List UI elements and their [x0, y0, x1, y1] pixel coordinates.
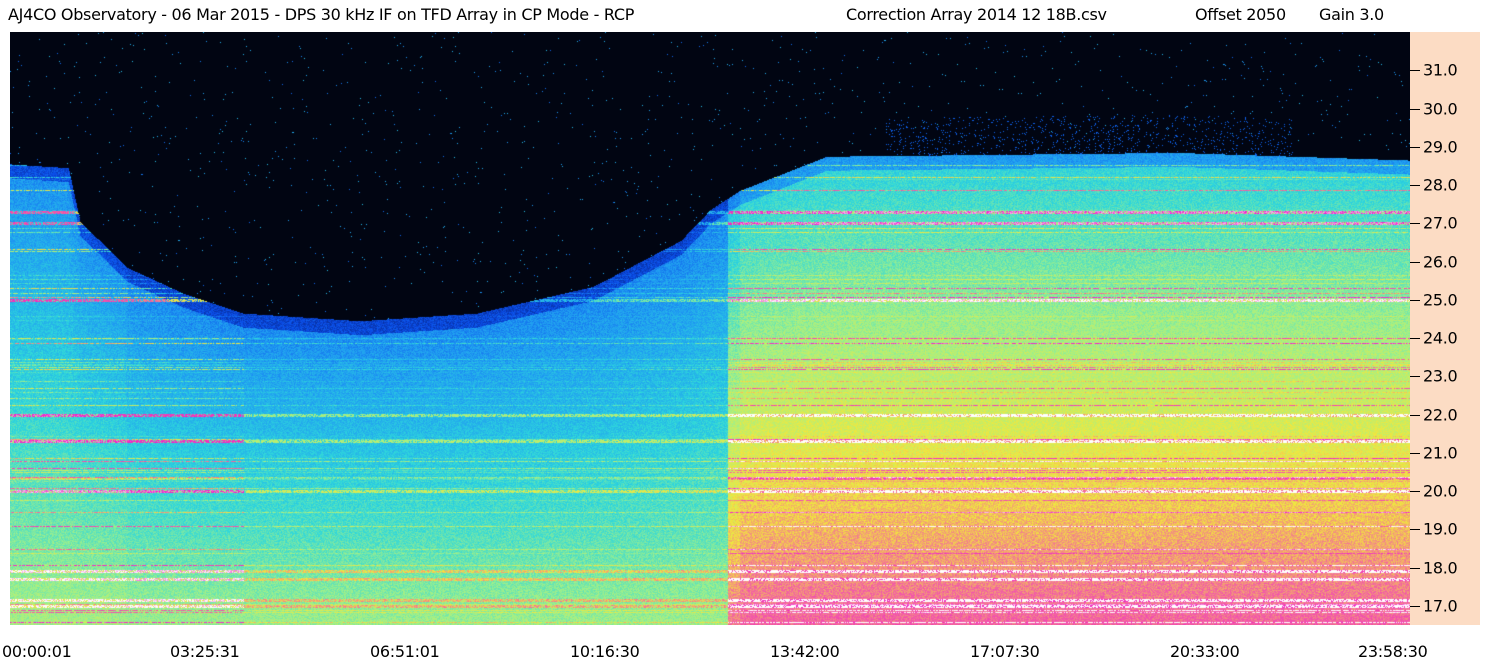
y-tick-mark: [1410, 376, 1420, 378]
y-tick-mark: [1410, 529, 1420, 531]
y-tick-mark: [1410, 108, 1420, 110]
y-tick-mark: [1410, 491, 1420, 493]
offset-label: Offset 2050: [1195, 5, 1286, 24]
x-tick-label: 10:16:30: [570, 642, 640, 661]
y-tick-label: 28.0: [1423, 175, 1458, 195]
x-tick-label: 20:33:00: [1170, 642, 1240, 661]
y-tick-label: 23.0: [1423, 366, 1458, 386]
y-tick-label: 19.0: [1423, 519, 1458, 539]
y-tick-label: 24.0: [1423, 328, 1458, 348]
y-tick-mark: [1410, 223, 1420, 225]
y-tick-label: 29.0: [1423, 137, 1458, 157]
y-tick-mark: [1410, 414, 1420, 416]
y-tick-label: 17.0: [1423, 596, 1458, 616]
y-tick-label: 27.0: [1423, 213, 1458, 233]
x-tick-label: 13:42:00: [770, 642, 840, 661]
y-tick-label: 31.0: [1423, 60, 1458, 80]
y-tick-label: 22.0: [1423, 405, 1458, 425]
spectrogram-heatmap: [10, 32, 1410, 625]
y-tick-label: 20.0: [1423, 481, 1458, 501]
y-tick-label: 18.0: [1423, 558, 1458, 578]
y-tick-mark: [1410, 299, 1420, 301]
y-tick-label: 26.0: [1423, 252, 1458, 272]
y-tick-mark: [1410, 146, 1420, 148]
x-tick-label: 00:00:01: [2, 642, 72, 661]
y-tick-mark: [1410, 338, 1420, 340]
x-tick-label: 03:25:31: [170, 642, 240, 661]
time-axis: 00:00:01 03:25:31 06:51:01 10:16:30 13:42:00…: [0, 625, 1499, 667]
spectrogram-plot-area: [10, 32, 1410, 625]
x-tick-label: 23:58:30: [1358, 642, 1428, 661]
gain-label: Gain 3.0: [1319, 5, 1384, 24]
frequency-axis: 17.0 18.0 19.0 20.0 21.0 22.0 23.0 24.0 25.0 26.0…: [1410, 32, 1480, 625]
y-tick-label: 21.0: [1423, 443, 1458, 463]
x-tick-label: 17:07:30: [970, 642, 1040, 661]
title-bar: AJ4CO Observatory - 06 Mar 2015 - DPS 30…: [0, 0, 1499, 32]
y-tick-mark: [1410, 70, 1420, 72]
y-tick-mark: [1410, 452, 1420, 454]
y-tick-mark: [1410, 185, 1420, 187]
y-tick-mark: [1410, 261, 1420, 263]
correction-file-label: Correction Array 2014 12 18B.csv: [846, 5, 1107, 24]
x-tick-label: 06:51:01: [370, 642, 440, 661]
y-tick-label: 30.0: [1423, 99, 1458, 119]
y-tick-mark: [1410, 567, 1420, 569]
y-tick-mark: [1410, 605, 1420, 607]
chart-title: AJ4CO Observatory - 06 Mar 2015 - DPS 30…: [8, 5, 635, 24]
y-tick-label: 25.0: [1423, 290, 1458, 310]
